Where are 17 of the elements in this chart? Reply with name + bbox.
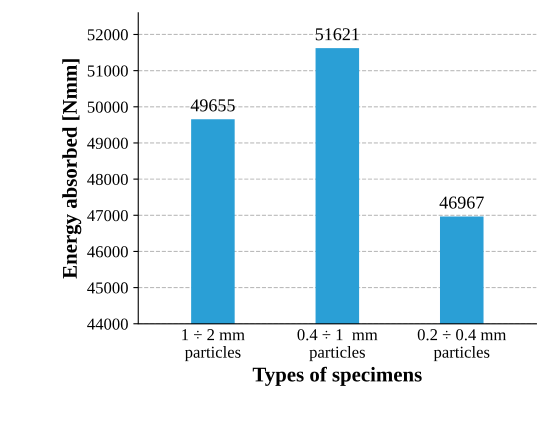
y-tick-label: 47000	[87, 210, 128, 222]
y-tick-label: 52000	[88, 29, 128, 40]
y-tick-label: 45000	[87, 282, 128, 294]
y-tick-label: 46000	[87, 246, 128, 258]
data-label: 49655	[190, 99, 235, 112]
x-axis-title: Types of specimens	[252, 366, 422, 386]
x-tick-label: 0.4 ÷ 1 mm particles	[298, 329, 378, 362]
y-axis-title: Energy absorbed [Nmm]	[62, 59, 82, 278]
y-tick-label: 48000	[87, 174, 128, 186]
data-label: 51621	[316, 28, 359, 40]
y-tick-label: 44000	[87, 318, 128, 330]
data-label: 46967	[440, 196, 484, 209]
y-tick-label: 51000	[88, 65, 128, 77]
y-tick-label: 49000	[87, 138, 128, 149]
x-tick-label: 0.2 ÷ 0.4 mm particles	[418, 329, 506, 362]
x-tick-label: 1 ÷ 2 mm particles	[182, 329, 245, 362]
y-tick-label: 50000	[88, 101, 128, 113]
